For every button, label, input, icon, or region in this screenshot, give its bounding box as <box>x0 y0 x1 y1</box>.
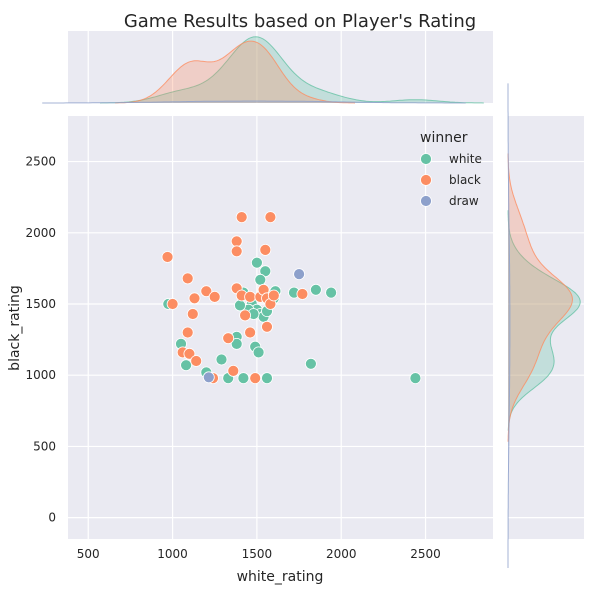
scatter-point-black <box>267 289 280 302</box>
scatter-point-black <box>296 288 309 300</box>
scatter-point-draw <box>202 371 215 384</box>
scatter-point-black <box>208 290 221 303</box>
scatter-point-white <box>234 299 246 312</box>
scatter-point-white <box>237 372 250 385</box>
x-tick-label: 2000 <box>326 547 357 561</box>
scatter-point-white <box>215 353 228 366</box>
x-tick-label: 2500 <box>410 547 441 561</box>
scatter-point-draw <box>293 268 306 281</box>
legend-marker-white <box>420 153 432 165</box>
scatter-point-white <box>250 256 263 269</box>
right-marginal-panel <box>507 83 584 569</box>
legend-marker-draw <box>420 195 432 207</box>
scatter-point-black <box>200 285 213 298</box>
scatter-point-black <box>188 292 201 305</box>
scatter-point-black <box>264 211 277 224</box>
scatter-point-black <box>166 298 179 310</box>
scatter-point-black <box>181 326 194 339</box>
y-tick-label: 2500 <box>25 155 56 169</box>
right-kde-line-draw <box>507 83 511 568</box>
top-kde-line-white <box>99 36 484 104</box>
y-tick-label: 1000 <box>25 368 56 382</box>
x-axis-label: white_rating <box>237 569 324 585</box>
y-tick-label: 500 <box>33 439 56 453</box>
scatter-point-black <box>222 332 235 345</box>
scatter-point-black <box>235 211 248 224</box>
right-kde-fill-black <box>508 153 573 442</box>
scatter-point-white <box>325 286 338 299</box>
top-kde-fill-black <box>115 41 355 103</box>
scatter-panel: 500 1000 1500 2000 2500 0 500 1000 1500 2000 2500 <box>25 116 493 561</box>
scatter-point-black <box>244 290 257 303</box>
scatter-point-black <box>186 308 199 320</box>
x-tick-label: 500 <box>77 547 100 561</box>
scatter-point-white <box>261 372 273 385</box>
x-tick-label: 1000 <box>157 547 188 561</box>
scatter-point-white <box>180 359 193 372</box>
chart-title: Game Results based on Player's Rating <box>124 11 476 32</box>
scatter-point-black <box>230 245 243 258</box>
right-kde-fill-white <box>508 210 581 431</box>
y-tick-label: 0 <box>48 511 56 525</box>
scatter-point-black <box>249 372 262 385</box>
scatter-point-black <box>239 309 252 322</box>
legend-marker-black <box>420 174 432 186</box>
top-marginal-panel <box>42 31 493 104</box>
scatter-point-white <box>230 337 243 350</box>
legend-label-black: black <box>449 173 481 187</box>
legend-title: winner <box>420 130 468 146</box>
scatter-point-black <box>183 347 196 360</box>
legend-label-white: white <box>449 152 482 166</box>
scatter-point-black <box>161 251 174 263</box>
scatter-point-white <box>304 357 317 370</box>
scatter-point-black <box>230 235 243 248</box>
right-kde-line-white <box>507 210 581 431</box>
legend-label-draw: draw <box>449 194 479 208</box>
scatter-point-black <box>227 364 240 377</box>
top-kde-line-black <box>115 40 356 104</box>
scatter-point-white <box>309 283 322 296</box>
scatter-point-black <box>259 243 272 256</box>
right-kde-line-black <box>507 153 574 442</box>
legend: winner white black draw <box>420 130 482 208</box>
scatter-point-black <box>244 326 257 339</box>
scatter-point-white <box>254 273 267 286</box>
scatter-point-white <box>252 346 265 359</box>
scatter-point-white <box>409 372 422 385</box>
x-tick-label: 1500 <box>242 547 273 561</box>
y-tick-label: 2000 <box>25 226 56 240</box>
scatter-point-black <box>181 272 194 285</box>
y-tick-label: 1500 <box>25 297 56 311</box>
top-kde-fill-white <box>100 36 484 103</box>
top-kde-line-draw <box>42 100 466 104</box>
scatter-point-black <box>261 320 273 333</box>
scatter-point-black <box>190 355 203 367</box>
y-axis-label: black_rating <box>7 285 23 371</box>
